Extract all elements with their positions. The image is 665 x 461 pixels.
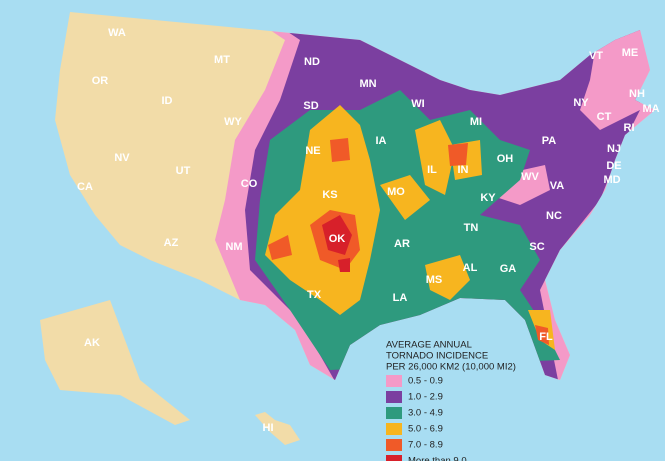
state-label: AK [84,337,100,349]
state-label: KY [480,192,496,204]
state-label: KS [322,189,337,201]
state-label: CO [241,178,258,190]
legend-label: 0.5 - 0.9 [408,376,443,387]
legend-label: 7.0 - 8.9 [408,440,443,451]
hawaii [255,412,300,445]
state-label: SC [529,241,544,253]
state-label: GA [500,263,517,275]
state-label: VA [550,180,565,192]
legend-title: PER 26,000 KM2 (10,000 MI2) [386,362,516,373]
state-label: PA [542,135,557,147]
state-label: SD [303,100,318,112]
state-label: MS [426,274,443,286]
state-label: AL [463,262,478,274]
state-label: TN [464,222,479,234]
legend-title: TORNADO INCIDENCE [386,351,488,362]
state-label: HI [263,422,274,434]
state-label: NC [546,210,562,222]
legend-swatch [386,455,402,461]
state-label: IN [458,164,469,176]
state-label: IL [427,164,437,176]
state-label: RI [624,122,635,134]
state-label: ND [304,56,320,68]
state-label: NY [573,97,589,109]
state-label: MO [387,186,405,198]
state-label: NJ [607,143,621,155]
legend-swatch [386,439,402,451]
state-label: FL [539,331,553,343]
legend-label: More than 9.0 [408,456,467,461]
state-label: NM [225,241,242,253]
legend-label: 5.0 - 6.9 [408,424,443,435]
state-label: CA [77,181,93,193]
state-label: ID [162,95,173,107]
legend-title: AVERAGE ANNUAL [386,340,472,351]
state-label: MT [214,54,230,66]
state-label: MN [359,78,376,90]
state-label: ME [622,47,639,59]
state-label: LA [393,292,408,304]
state-label: DE [606,160,621,172]
legend-label: 3.0 - 4.9 [408,408,443,419]
state-label: OR [92,75,109,87]
state-label: NH [629,88,645,100]
legend-swatch [386,407,402,419]
legend-label: 1.0 - 2.9 [408,392,443,403]
state-label: OH [497,153,514,165]
state-label: MI [470,116,482,128]
state-label: WA [108,27,126,39]
state-label: NE [305,145,320,157]
state-label: OK [329,233,346,245]
state-label: WV [521,171,539,183]
state-label: AZ [164,237,179,249]
state-label: CT [597,111,612,123]
state-label: AR [394,238,410,250]
legend-swatch [386,391,402,403]
legend-swatch [386,423,402,435]
alaska [40,300,190,425]
state-label: WY [224,116,242,128]
state-label: IA [376,135,387,147]
legend-swatch [386,375,402,387]
state-label: TX [307,289,322,301]
state-label: MD [603,174,620,186]
state-label: MA [642,103,659,115]
state-label: UT [176,165,191,177]
state-label: VT [589,50,603,62]
state-label: NV [114,152,130,164]
state-label: WI [411,98,424,110]
